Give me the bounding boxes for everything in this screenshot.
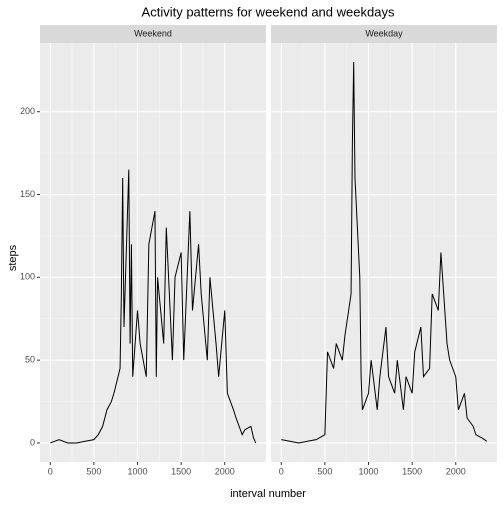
- x-tick-label: 1000: [127, 466, 147, 476]
- y-tick-label: 150: [20, 189, 35, 199]
- x-axis-label: interval number: [230, 488, 306, 500]
- line: [281, 62, 488, 444]
- x-tick-label: 2000: [215, 466, 235, 476]
- strip-label: Weekday: [365, 28, 403, 38]
- y-tick-label: 50: [25, 355, 35, 365]
- x-tick-label: 1500: [402, 466, 422, 476]
- x-tick-label: 500: [86, 466, 101, 476]
- x-tick-label: 0: [48, 466, 53, 476]
- strip: [40, 25, 266, 43]
- y-tick-label: 200: [20, 106, 35, 116]
- strip: [271, 25, 497, 43]
- panel: [40, 43, 266, 462]
- panel: [271, 43, 497, 462]
- y-axis-label: steps: [7, 244, 19, 271]
- x-tick-label: 500: [317, 466, 332, 476]
- x-tick-label: 1500: [171, 466, 191, 476]
- x-tick-label: 2000: [446, 466, 466, 476]
- line: [50, 169, 257, 444]
- y-tick-label: 0: [30, 437, 35, 447]
- x-tick-label: 0: [279, 466, 284, 476]
- strip-label: Weekend: [134, 28, 172, 38]
- y-tick-label: 100: [20, 272, 35, 282]
- x-tick-label: 1000: [358, 466, 378, 476]
- chart-title: Activity patterns for weekend and weekda…: [142, 4, 395, 19]
